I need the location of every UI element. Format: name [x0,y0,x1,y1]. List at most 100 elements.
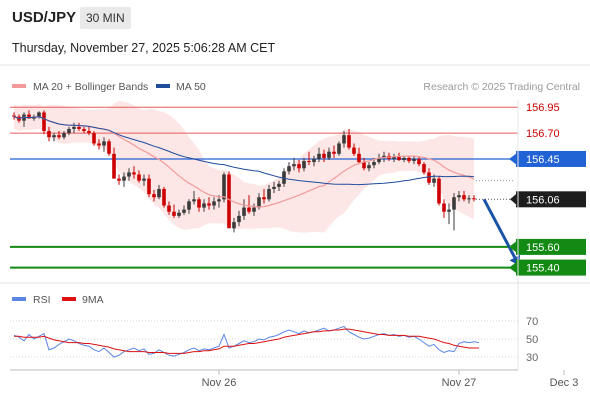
resistance-label-156.70: 156.70 [526,128,560,140]
ma50-legend-swatch [156,84,170,88]
candle-body-72 [372,162,376,166]
candle-body-10 [62,133,66,138]
candle-body-76 [392,156,396,159]
level-labels: 156.95 156.70 156.45 155.60 155.40 [509,102,586,276]
symbol-title: USD/JPY [12,9,77,26]
support-label-155.60: 155.60 [526,242,560,254]
candle-body-74 [382,155,386,158]
rsi-ma-legend-label: 9MA [82,294,104,306]
candle-body-38 [202,203,206,208]
x-tick-label-Nov 26: Nov 26 [202,377,237,389]
candle-body-8 [52,135,56,138]
candle-body-53 [277,183,281,187]
candle-body-49 [257,197,261,208]
candle-body-46 [242,207,246,216]
candle-body-31 [167,205,171,212]
candle-body-50 [262,197,266,200]
candle-body-37 [197,199,201,208]
candle-body-41 [217,199,221,202]
candle-body-29 [157,188,161,198]
candle-body-26 [142,178,146,181]
candle-body-66 [342,135,346,144]
rsi-ma-line [14,328,479,354]
candle-body-39 [207,203,211,206]
ma50-line [13,116,475,186]
rsi-tick-30: 30 [526,352,538,364]
candle-body-63 [327,151,331,158]
candle-body-67 [347,135,351,148]
rsi-legend-swatch [12,297,26,301]
candle-body-87 [447,209,451,212]
candle-body-23 [127,172,131,177]
candle-body-0 [12,115,16,117]
moving-averages [13,115,475,208]
candle-body-17 [97,143,101,146]
candle-body-6 [42,112,46,132]
rsi-tick-70: 70 [526,316,538,328]
candle-body-78 [402,157,406,160]
x-axis: Nov 26 Nov 27 Dec 3 [202,370,578,389]
candle-body-77 [397,156,401,160]
ma20-legend-swatch [12,84,26,88]
support-label-box-155.60 [516,238,586,255]
credit-text: Research © 2025 Trading Central [423,81,580,93]
candle-body-54 [282,171,286,184]
resistance-label-156.95: 156.95 [526,102,560,114]
candle-body-60 [312,158,316,163]
ma50-legend-label: MA 50 [176,81,206,93]
last-price-pointer [510,193,517,206]
candle-body-90 [462,195,466,200]
rsi-legend-label: RSI [33,294,51,306]
candle-body-19 [107,141,111,154]
candle-body-88 [452,197,456,210]
rsi-tick-50: 50 [526,334,538,346]
candle-body-11 [67,128,71,134]
candle-body-7 [47,131,51,138]
candle-body-81 [417,158,421,165]
candle-body-61 [317,153,321,159]
pivot-label-156.45: 156.45 [526,154,560,166]
candle-body-5 [37,112,41,117]
candle-body-56 [292,164,296,167]
candle-body-55 [287,166,291,172]
candle-body-22 [122,176,126,181]
candle-body-91 [467,198,471,200]
candle-body-48 [252,207,256,212]
pivot-label-box-156.45 [516,150,586,167]
candle-body-27 [147,178,151,195]
rsi-line [13,325,480,358]
ma20-legend-label: MA 20 + Bollinger Bands [33,81,148,93]
candle-body-52 [272,186,276,189]
candle-body-28 [152,194,156,198]
main-legend: MA 20 + Bollinger Bands MA 50 Research ©… [12,81,580,93]
x-tick-label-Nov 27: Nov 27 [442,377,477,389]
candle-body-82 [422,164,426,173]
projection-arrow-shaft [482,198,517,259]
rsi-lines [13,325,480,358]
support-label-pointer-155.60 [509,240,517,253]
candle-body-25 [137,174,141,181]
projection-arrow [482,198,521,266]
candle-body-79 [407,157,411,162]
timeframe-badge[interactable]: 30 MIN [80,7,131,29]
candle-body-34 [182,209,186,213]
candle-body-18 [102,141,106,146]
candle-body-73 [377,157,381,163]
candle-body-14 [82,128,86,132]
pivot-label-pointer-156.45 [509,152,517,165]
candle-body-70 [362,162,366,169]
rsi-ma-legend-swatch [62,297,76,301]
candle-body-43 [227,174,231,229]
candle-body-13 [77,126,81,129]
candle-body-45 [237,215,241,223]
candle-body-86 [442,203,446,212]
candle-body-58 [302,161,306,169]
bollinger-bands [14,101,474,233]
candle-body-44 [232,222,236,229]
rsi-legend: RSI 9MA [12,294,104,306]
candle-body-21 [117,178,121,181]
candle-body-9 [57,135,61,138]
candle-body-92 [472,198,476,200]
candle-body-3 [27,114,31,119]
